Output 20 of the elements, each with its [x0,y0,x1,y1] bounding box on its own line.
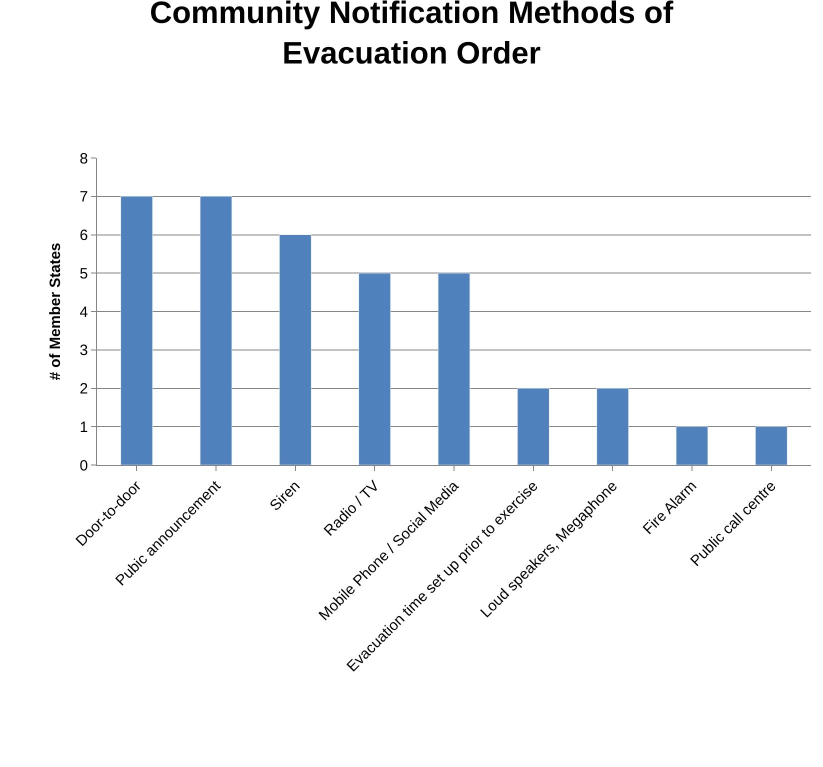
bar [517,388,550,465]
chart-title: Community Notification Methods of Evacuation Order [150,0,674,70]
bar [676,426,708,465]
bar [438,272,470,465]
y-tick-label: 6 [80,227,88,244]
bar [755,426,788,465]
y-tick-label: 7 [80,188,88,206]
bar [200,196,232,465]
bar [120,196,153,465]
y-tick-label: 0 [80,457,88,474]
y-tick-label: 5 [80,265,88,282]
bar [358,272,391,465]
y-tick-label: 3 [80,342,88,360]
y-tick-label: 8 [80,150,88,168]
bar [279,234,312,465]
y-tick-label: 2 [80,380,88,398]
y-tick-label: 1 [80,418,88,436]
bar [596,388,629,465]
y-tick-label: 4 [80,304,88,321]
y-axis-title: # of Member States [46,242,64,380]
